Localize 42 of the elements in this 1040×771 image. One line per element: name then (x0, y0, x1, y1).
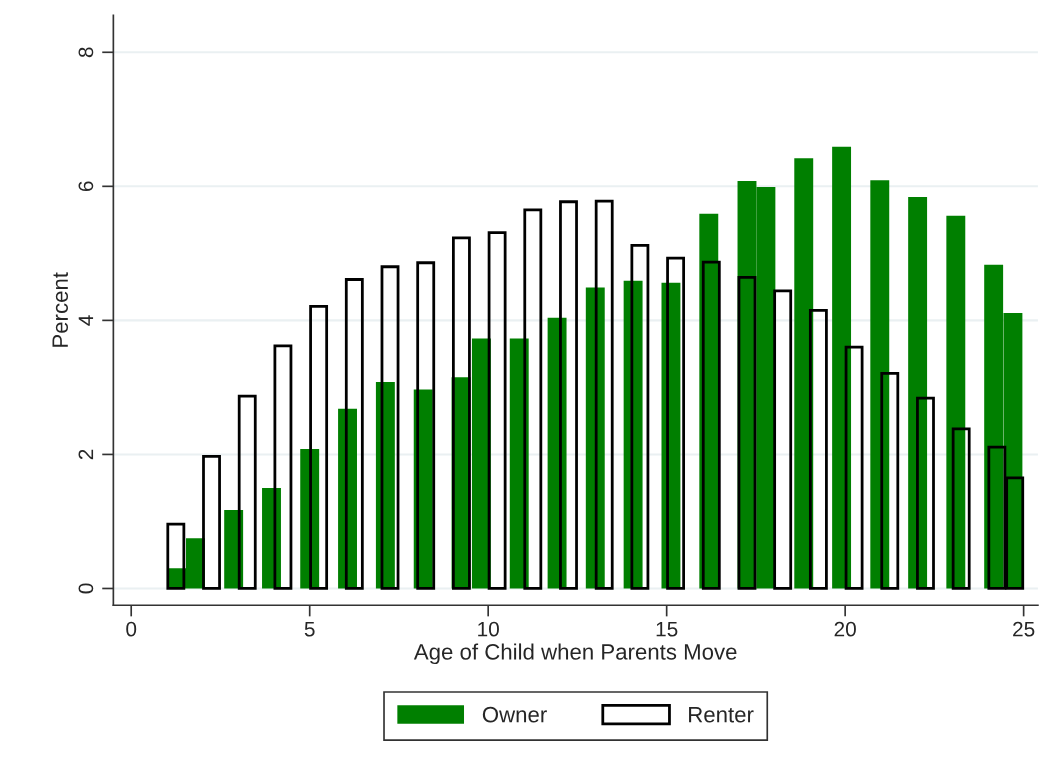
bar (737, 276, 757, 590)
x-axis-title: Age of Child when Parents Move (413, 643, 737, 665)
y-tick-label: 0 (78, 583, 94, 594)
bar (951, 427, 971, 590)
bar (808, 308, 828, 590)
bar (416, 261, 436, 590)
bar (946, 215, 966, 589)
bar (166, 522, 186, 590)
y-tick-label: 8 (78, 47, 94, 58)
y-tick-label: 2 (78, 449, 94, 460)
bar (380, 265, 400, 590)
legend-label: Renter (689, 706, 754, 723)
x-tick-label: 10 (478, 621, 499, 637)
bar (344, 278, 364, 590)
bar (844, 345, 864, 590)
bar (916, 396, 935, 590)
x-tick-label: 25 (1013, 621, 1035, 637)
bar (870, 180, 890, 589)
bar (237, 394, 257, 590)
bar (832, 146, 852, 589)
bar (451, 236, 471, 590)
legend-label: Owner (482, 706, 547, 723)
y-axis-title: Percent (52, 272, 69, 347)
bar (273, 344, 293, 590)
y-tick-label: 6 (78, 181, 94, 192)
bar (630, 243, 650, 590)
bar (594, 199, 614, 590)
bar (487, 231, 507, 590)
x-tick-label: 20 (834, 621, 856, 637)
x-tick-label: 15 (656, 621, 678, 637)
bar (701, 260, 721, 590)
bar (309, 304, 329, 590)
bar (773, 289, 793, 590)
bar (666, 256, 686, 590)
bar (202, 455, 221, 590)
bar (559, 200, 578, 590)
x-tick-label: 5 (304, 621, 315, 637)
bar (880, 371, 900, 590)
y-tick-label: 4 (78, 315, 94, 326)
x-tick-label: 0 (126, 621, 137, 637)
bar (908, 197, 928, 589)
bar (523, 208, 543, 590)
